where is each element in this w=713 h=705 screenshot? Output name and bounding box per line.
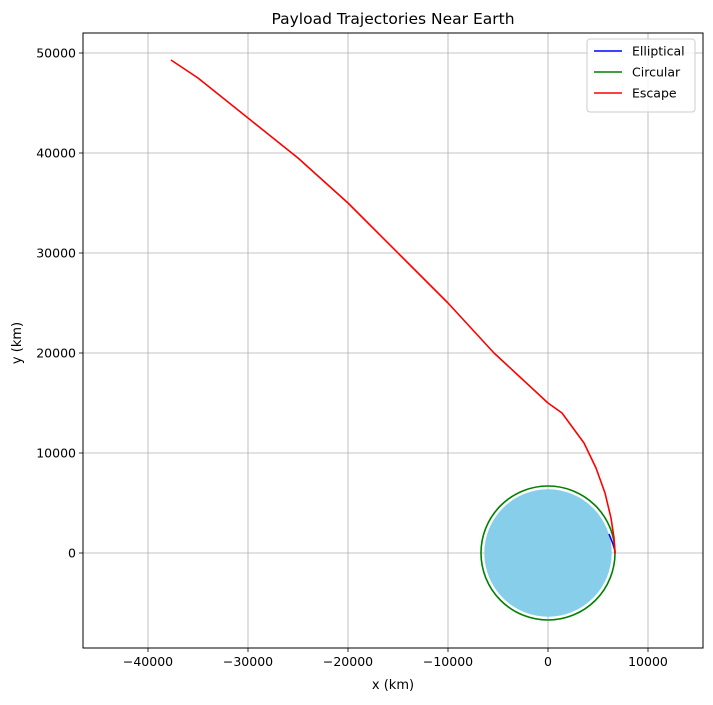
- x-tick-label: 0: [544, 654, 552, 669]
- x-axis-label: x (km): [372, 678, 414, 693]
- legend-label-circular: Circular: [632, 65, 681, 80]
- y-tick-label: 10000: [36, 446, 76, 461]
- plot-data: [170, 59, 616, 621]
- x-tick-label: −20000: [323, 654, 373, 669]
- plot-frame: [82, 32, 704, 649]
- y-tick-label: 30000: [36, 246, 76, 261]
- y-tick-label: 50000: [36, 46, 76, 61]
- grid-lines: [83, 33, 703, 648]
- y-tick-label: 20000: [36, 346, 76, 361]
- x-tick-label: −10000: [423, 654, 473, 669]
- series-escape-line: [170, 59, 616, 554]
- legend: Elliptical Circular Escape: [586, 38, 696, 113]
- chart-title: Payload Trajectories Near Earth: [271, 10, 514, 28]
- axis-ticks: −40000 −30000 −20000 −10000 0 10000 0 10000 2000…: [36, 46, 668, 670]
- y-axis-label: y (km): [10, 322, 25, 364]
- x-tick-label: −40000: [123, 654, 173, 669]
- earth-disk: [484, 489, 612, 617]
- y-tick-label: 0: [68, 546, 76, 561]
- x-tick-label: 10000: [628, 654, 668, 669]
- legend-label-escape: Escape: [632, 86, 677, 101]
- x-tick-label: −30000: [223, 654, 273, 669]
- y-tick-label: 40000: [36, 146, 76, 161]
- legend-label-elliptical: Elliptical: [632, 44, 685, 59]
